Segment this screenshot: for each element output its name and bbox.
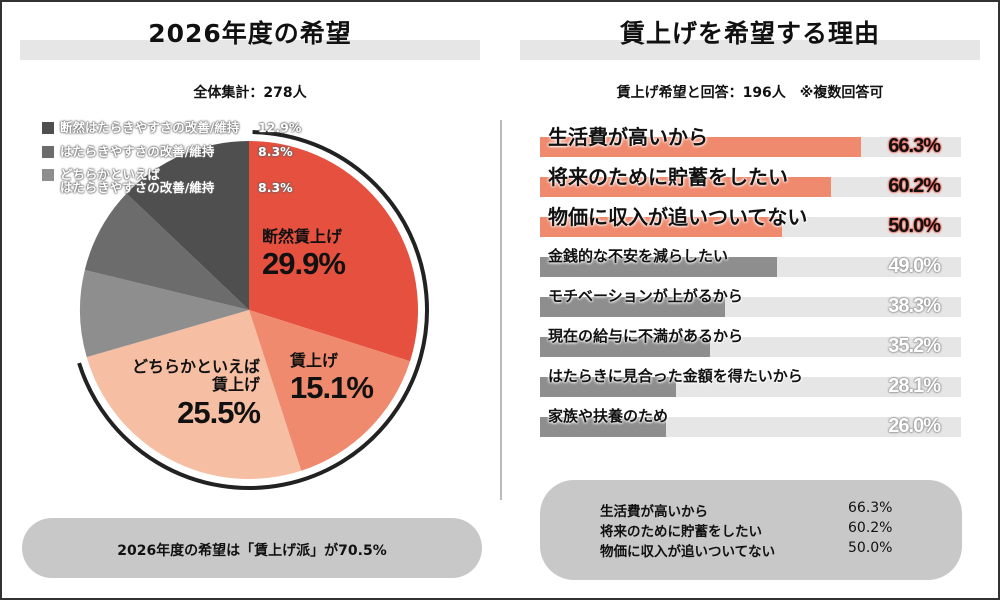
legend-item: どちらかといえば はたらきやすさの改善/維持 8.3%: [42, 167, 293, 195]
legend-value: 8.3%: [258, 180, 293, 195]
pie-slice-6: [126, 141, 249, 310]
legend-swatch: [42, 146, 54, 158]
legend-value: 12.9%: [258, 120, 302, 135]
bar-label: 生活費が高いから: [548, 125, 708, 149]
left-subtitle: 全体集計：278人: [193, 85, 307, 101]
divider: [500, 120, 502, 500]
bar-value: 38.3%: [888, 295, 941, 317]
slice-value: 15.1%: [290, 370, 374, 406]
pie-slice-2: [249, 310, 411, 471]
bar-track: [540, 137, 961, 157]
legend-item: 断然はたらきやすさの改善/維持 12.9%: [42, 120, 301, 135]
bar-label: 家族や扶養のため: [548, 407, 669, 425]
slice-value: 25.5%: [177, 394, 261, 430]
bar: [540, 417, 666, 437]
legend-swatch: [42, 122, 54, 134]
slice-value: 29.9%: [262, 246, 346, 282]
bar-track: [540, 217, 961, 237]
right-title-bar: [520, 40, 980, 60]
left-summary: 2026年度の希望は「賃上げ派」が70.5%: [117, 543, 387, 559]
bar: [540, 177, 832, 197]
bar-label: 金銭的な不安を減らしたい: [548, 247, 729, 265]
left-summary-box: [22, 518, 482, 578]
bar: [540, 257, 778, 277]
pie-chart: [77, 130, 429, 490]
bar-track: [540, 337, 961, 357]
legend-label: はたらきやすさの改善/維持: [60, 144, 215, 159]
legend-label: 断然はたらきやすさの改善/維持: [60, 120, 240, 135]
summary-value: 50.0%: [848, 540, 893, 556]
slice-label-3: どちらかといえば 賃上げ 25.5%: [90, 357, 261, 430]
bar: [540, 377, 676, 397]
summary-value: 60.2%: [848, 520, 893, 536]
pie-slice-4: [79, 270, 249, 358]
highlight-arc: [77, 130, 429, 490]
legend-swatch: [42, 169, 54, 181]
legend-label-line1: どちらかといえば: [60, 167, 161, 182]
pie-slice-1: [249, 141, 418, 362]
bar-value: 49.0%: [888, 255, 941, 277]
bar-track: [540, 297, 961, 317]
bar: [540, 297, 726, 317]
bar-value: 50.0%: [888, 215, 941, 237]
slice-name: 賃上げ: [290, 351, 339, 370]
slice-label-1: 断然賃上げ 29.9%: [262, 227, 346, 282]
left-title-bar: [20, 40, 480, 60]
summary-label: 生活費が高いから: [600, 504, 708, 520]
summary-label: 物価に収入が追いついてない: [600, 544, 776, 560]
bar: [540, 337, 711, 357]
bar-label: モチベーションが上がるから: [548, 287, 743, 305]
bar-track: [540, 417, 961, 437]
bar-track: [540, 177, 961, 197]
slice-name-line1: どちらかといえば: [131, 357, 260, 376]
slice-name-line2: 賃上げ: [211, 375, 260, 395]
bar-track: [540, 377, 961, 397]
bar: [540, 217, 782, 237]
summary-value: 66.3%: [848, 500, 893, 516]
left-title: 2026年度の希望: [148, 19, 352, 48]
right-subtitle: 賃上げ希望と回答：196人 ※複数回答可: [616, 85, 884, 101]
bar-value: 26.0%: [888, 415, 941, 437]
legend-item: はたらきやすさの改善/維持 8.3%: [42, 144, 293, 159]
bar-value: 66.3%: [888, 135, 941, 157]
bar: [540, 137, 861, 157]
bar-label: 現在の給与に不満があるから: [548, 327, 744, 345]
summary-label: 将来のために貯蓄をしたい: [600, 524, 762, 540]
right-summary-box: [540, 480, 962, 580]
right-title: 賃上げを希望する理由: [619, 19, 880, 48]
bar-value: 28.1%: [888, 375, 941, 397]
bar-value: 35.2%: [888, 335, 941, 357]
bar-label: はたらきに見合った金額を得たいから: [548, 367, 803, 385]
pie-slice-5: [84, 193, 249, 310]
slice-label-2: 賃上げ 15.1%: [290, 351, 374, 406]
bar-label: 将来のために貯蓄をしたい: [548, 165, 788, 189]
legend-label-line2: はたらきやすさの改善/維持: [60, 180, 215, 195]
bar-value: 60.2%: [888, 175, 941, 197]
legend-value: 8.3%: [258, 144, 293, 159]
bar-label: 物価に収入が追いついてない: [548, 205, 808, 229]
slice-name: 断然賃上げ: [262, 227, 343, 246]
bar-track: [540, 257, 961, 277]
pie-slice-3: [86, 310, 302, 479]
